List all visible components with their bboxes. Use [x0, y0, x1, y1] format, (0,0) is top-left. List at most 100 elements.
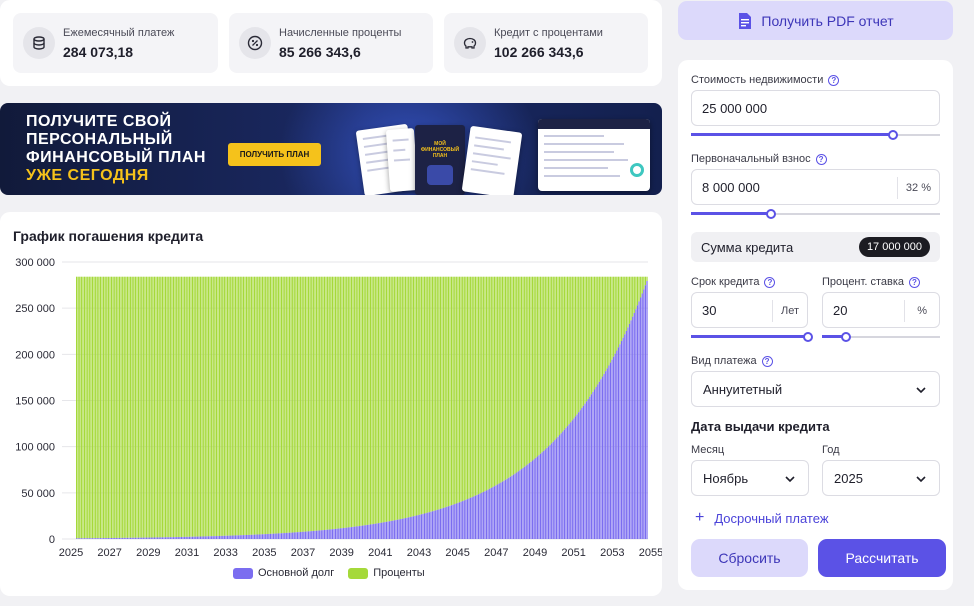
rate-label: Процент. ставка ? [822, 276, 920, 288]
bar-principal [632, 316, 634, 539]
bar-principal [371, 524, 373, 539]
bar-principal [411, 516, 413, 539]
legend-label-interest: Проценты [373, 567, 425, 579]
bar-interest [620, 276, 623, 341]
term-slider[interactable] [691, 331, 813, 343]
bar-interest [231, 276, 233, 536]
bar-principal [301, 531, 303, 539]
bar-principal [171, 537, 173, 539]
bar-interest [632, 276, 634, 317]
down-payment-slider[interactable] [691, 208, 940, 220]
bar-interest [163, 276, 165, 538]
help-icon[interactable]: ? [764, 276, 776, 288]
bar-interest [309, 276, 311, 532]
bar-interest [559, 276, 561, 436]
help-icon[interactable]: ? [761, 355, 773, 367]
help-icon[interactable]: ? [909, 276, 920, 288]
credit-sum-label: Сумма кредита [701, 240, 794, 255]
bar-principal [454, 504, 456, 539]
bar-interest [120, 276, 122, 538]
bar-principal [244, 535, 246, 539]
bar-interest [447, 276, 449, 507]
bar-principal [215, 536, 218, 539]
bar-principal [455, 503, 457, 539]
bar-principal [603, 373, 605, 539]
property-price-input[interactable]: 25 000 000 [691, 90, 940, 126]
bar-principal [241, 535, 243, 539]
get-plan-button[interactable]: ПОЛУЧИТЬ ПЛАН [228, 143, 321, 166]
legend-label-principal: Основной долг [258, 567, 335, 579]
down-payment-input[interactable]: 8 000 000 32 % [691, 169, 940, 205]
bar-interest [505, 276, 507, 480]
bar-interest [503, 276, 505, 481]
promo-banner[interactable]: ПОЛУЧИТЕ СВОЙ ПЕРСОНАЛЬНЫЙ ФИНАНСОВЫЙ ПЛ… [0, 103, 662, 195]
bar-principal [112, 538, 114, 539]
bar-interest [172, 276, 175, 538]
bar-interest [228, 276, 230, 536]
bar-interest [641, 276, 643, 294]
bar-principal [468, 498, 470, 539]
bar-interest [643, 276, 645, 290]
bar-principal [562, 431, 564, 539]
rate-slider[interactable] [822, 331, 940, 343]
bar-interest [560, 276, 562, 434]
bar-interest [158, 276, 160, 538]
bar-principal [532, 460, 534, 539]
bar-interest [574, 276, 577, 417]
bar-interest [354, 276, 356, 527]
bar-principal [336, 528, 338, 539]
property-price-slider[interactable] [691, 129, 940, 141]
help-icon[interactable]: ? [828, 74, 840, 86]
bar-principal [79, 538, 81, 539]
slider-thumb[interactable] [840, 332, 851, 342]
bar-principal [285, 532, 287, 539]
year-select[interactable]: 2025 [822, 460, 940, 496]
term-input[interactable]: 30 Лет [691, 292, 808, 328]
total-credit-card: Кредит с процентами 102 266 343,6 [444, 13, 648, 73]
term-unit: Лет [771, 300, 807, 322]
bar-principal [77, 538, 79, 539]
down-payment-percent: 32 % [896, 177, 939, 199]
slider-thumb[interactable] [765, 209, 776, 219]
bar-principal [157, 537, 159, 539]
get-pdf-report-button[interactable]: Получить PDF отчет [678, 1, 953, 40]
bar-principal [341, 528, 343, 539]
bar-principal [458, 502, 461, 539]
bar-principal [185, 536, 187, 539]
help-icon[interactable]: ? [815, 153, 827, 165]
rate-input[interactable]: 20 % [822, 292, 940, 328]
bar-interest [164, 276, 167, 538]
legend-item-interest[interactable]: Проценты [348, 567, 425, 579]
banner-line-4: УЖЕ СЕГОДНЯ [26, 167, 149, 184]
reset-button[interactable]: Сбросить [691, 539, 808, 577]
x-tick-label: 2047 [484, 547, 508, 559]
bar-interest [144, 276, 146, 538]
slider-thumb[interactable] [803, 332, 813, 342]
bar-interest [77, 276, 79, 539]
bar-interest [112, 276, 114, 539]
bar-interest [419, 276, 421, 515]
month-select[interactable]: Ноябрь [691, 460, 809, 496]
bar-principal [403, 518, 405, 539]
bar-principal [441, 508, 443, 539]
bar-interest [541, 276, 543, 453]
bar-interest [490, 276, 492, 488]
bar-principal [554, 440, 556, 539]
bar-principal [282, 533, 284, 539]
legend-item-principal[interactable]: Основной долг [233, 567, 334, 579]
payment-type-select[interactable]: Аннуитетный [691, 371, 940, 407]
bar-interest [576, 276, 578, 415]
bar-interest [568, 276, 570, 425]
bar-interest [223, 276, 225, 536]
bar-principal [139, 537, 141, 539]
bar-interest [252, 276, 254, 535]
early-payment-link[interactable]: + Досрочный платеж [695, 509, 829, 527]
slider-thumb[interactable] [887, 130, 898, 140]
bar-interest [90, 276, 92, 539]
bar-interest [134, 276, 136, 538]
bar-principal [330, 529, 332, 539]
bar-principal [638, 301, 640, 539]
bar-principal [443, 507, 445, 539]
calculate-button[interactable]: Рассчитать [818, 539, 946, 577]
bar-principal [249, 534, 251, 539]
